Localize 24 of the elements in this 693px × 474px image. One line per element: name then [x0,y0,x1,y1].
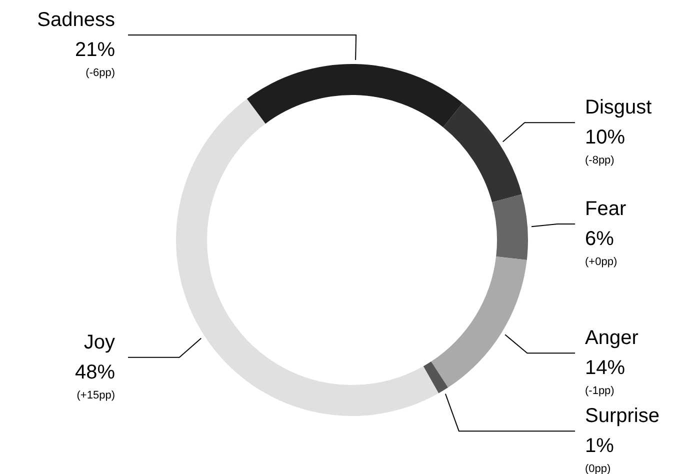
slice-label: Anger [585,327,639,350]
slice-label: Disgust [585,96,652,119]
donut-slice [423,362,448,394]
donut-slice [246,64,463,128]
slice-label: Joy [84,331,115,354]
data-label: 21% [74,39,116,61]
text: (-1pp) [585,385,614,398]
data-label: 10% [585,126,626,149]
slice-label: Sadness [37,9,115,31]
data-label: 14% [585,357,626,380]
slice-label: Fear [585,198,626,220]
data-label: 1% [585,435,614,458]
data-label: 48% [74,361,116,384]
text: (-6pp) [86,67,115,79]
donut-slice [431,256,527,388]
data-label: 6% [585,228,614,250]
text: (+0pp) [585,256,618,268]
text: (-8pp) [585,154,614,167]
donut-slice [443,103,522,202]
slice-label: Surprise [585,405,660,428]
text: (+15pp) [76,389,115,402]
donut-slice [176,98,439,416]
donut-slice [492,194,528,260]
text: (0pp) [585,463,611,474]
